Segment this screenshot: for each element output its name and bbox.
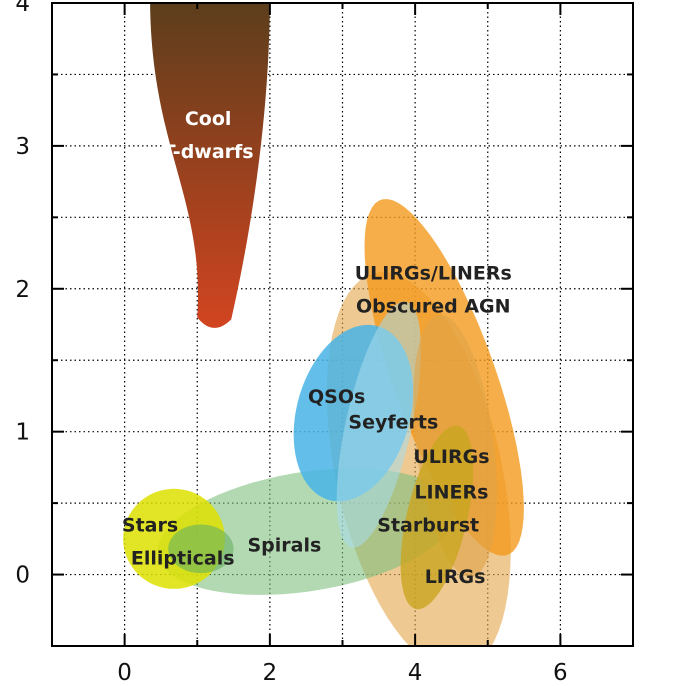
starburst-region	[400, 425, 474, 610]
qsos-label: QSOs	[308, 386, 365, 408]
x-tick-label: 4	[408, 660, 423, 686]
y-tick-label: 4	[15, 0, 30, 17]
ellipticals-label: Ellipticals	[131, 547, 235, 569]
y-tick-label: 2	[15, 277, 30, 303]
spirals-label: Spirals	[247, 535, 321, 557]
regions	[123, 3, 524, 646]
cool-t-dwarfs-label: T-dwarfs	[163, 141, 254, 163]
cool-t-dwarfs-label: Cool	[185, 108, 232, 130]
starburst-label: Starburst	[377, 515, 479, 537]
x-tick-label: 2	[263, 660, 278, 686]
x-tick-label: 6	[553, 660, 568, 686]
axis-ticks	[51, 2, 634, 647]
seyferts-region	[336, 301, 421, 548]
cool-t-dwarfs-region	[150, 3, 270, 328]
liners-label: LINERs	[414, 482, 488, 504]
lirgs-label: LIRGs	[425, 566, 486, 588]
y-tick-label: 0	[15, 563, 30, 589]
seyferts-label: Seyferts	[348, 412, 438, 434]
ulirgs-liners-obscured-agn-label: Obscured AGN	[356, 295, 511, 317]
tick-labels: 0 2 4 6 0 1 2 3 4	[15, 0, 567, 686]
y-tick-label: 1	[15, 420, 30, 446]
region-labels: LIRGs ULIRGs/LINERs Obscured AGN Spirals Sta…	[122, 108, 512, 588]
x-tick-label: 0	[117, 660, 132, 686]
stars-label: Stars	[122, 515, 178, 537]
ellipticals-region	[168, 524, 234, 574]
ulirgs-liners-obscured-agn-label: ULIRGs/LINERs	[355, 262, 512, 284]
ulirgs-label: ULIRGs	[413, 446, 489, 468]
y-tick-label: 3	[15, 134, 30, 160]
